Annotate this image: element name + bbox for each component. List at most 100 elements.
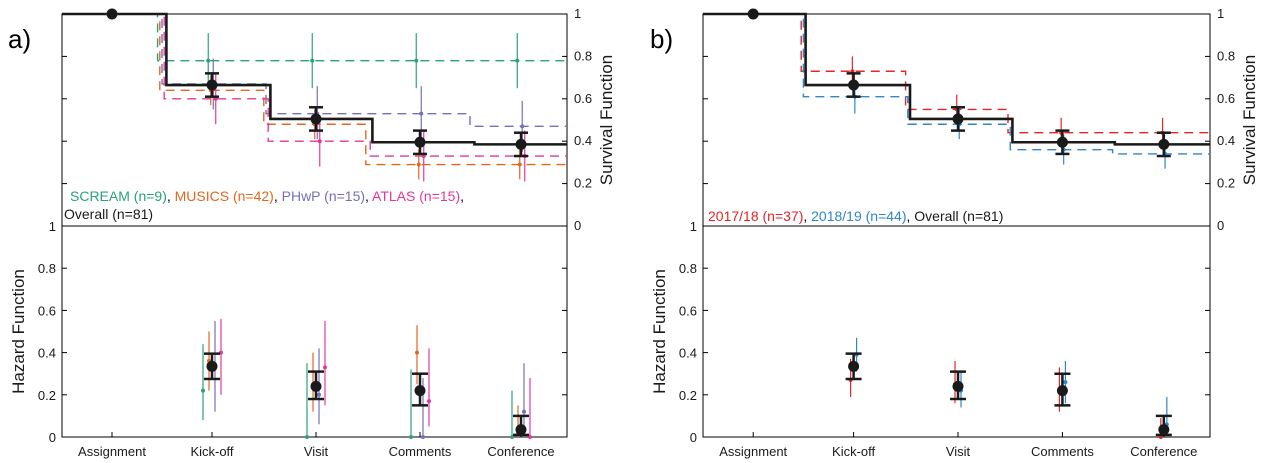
panel-a-hazard-ytick-label: 0.4 bbox=[38, 346, 56, 361]
panel-a-hazard-ytick-label: 0.8 bbox=[38, 261, 56, 276]
panel-b-legend-entry-y2018: 2018/19 (n=44) bbox=[811, 208, 906, 224]
panel-a-survival-point-scream bbox=[515, 58, 520, 63]
panel-b-hazard-ylabel: Hazard Function bbox=[650, 269, 669, 394]
panel-a-legend-separator: , bbox=[365, 188, 372, 204]
panel-a-xtick-label: Comments bbox=[389, 444, 452, 459]
panel-a-hazard-point-atlas bbox=[427, 399, 431, 404]
panel-a-legend-entry-musics: MUSICS (n=42) bbox=[175, 188, 274, 204]
panel-a-hazard-ytick-label: 0.6 bbox=[38, 303, 56, 318]
panel-a-hazard-point-phwp bbox=[317, 392, 321, 397]
panel-a-survival-line-phwp bbox=[62, 13, 567, 128]
panel-b-survival-point-overall bbox=[848, 79, 860, 91]
panel-b-hazard-point-overall bbox=[1056, 385, 1068, 397]
panel-b-survival-ytick-label: 0.6 bbox=[1217, 91, 1235, 106]
panel-a-survival-point-overall bbox=[310, 113, 322, 125]
panel-a-legend-separator: , bbox=[460, 188, 464, 204]
panel-a-xtick-label: Kick-off bbox=[190, 444, 233, 459]
panel-a-xtick-label: Conference bbox=[487, 444, 554, 459]
panel-b-legend-separator: , bbox=[803, 208, 811, 224]
panel-a-hazard-point-phwp bbox=[522, 409, 526, 414]
panel-a-legend-separator: , bbox=[167, 188, 175, 204]
panel-a-survival-point-musics bbox=[517, 162, 522, 167]
panel-a-survival-line-atlas bbox=[62, 13, 567, 157]
panel-a-xtick-label: Visit bbox=[304, 444, 329, 459]
panel-a-legend-separator: , bbox=[274, 188, 282, 204]
panel-a-hazard-frame bbox=[61, 225, 568, 438]
panel-b-legend-separator: , bbox=[907, 208, 915, 224]
panel-a-survival-point-phwp bbox=[419, 111, 424, 116]
panel-b-label: b) bbox=[650, 24, 673, 54]
panel-a-hazard-point-overall bbox=[414, 385, 426, 397]
panel-b-survival-ylabel: Survival Function bbox=[1240, 55, 1259, 185]
panel-a-survival-point-musics bbox=[416, 162, 421, 167]
panel-a-hazard-point-phwp bbox=[421, 435, 425, 439]
panel-b-survival-ytick-label: 0.4 bbox=[1217, 133, 1235, 148]
panel-b-hazard-ytick-label: 0 bbox=[690, 430, 697, 445]
panel-a-survival-ytick-label: 0.4 bbox=[574, 133, 592, 148]
panel-a-legend-line-1: SCREAM (n=9), MUSICS (n=42), PHwP (n=15)… bbox=[70, 188, 464, 204]
panel-a-survival-ytick-label: 0.8 bbox=[574, 48, 592, 63]
panel-a-hazard-point-overall bbox=[310, 380, 322, 392]
panel-a-hazard-point-musics bbox=[415, 350, 419, 355]
panel-a-survival-line-scream bbox=[62, 13, 567, 62]
panel-a-hazard-ytick-label: 1 bbox=[49, 219, 56, 234]
panel-a-legend-line-2: Overall (n=81) bbox=[64, 206, 153, 222]
panel-b-legend-entry-y2017: 2017/18 (n=37) bbox=[708, 208, 803, 224]
panel-b-survival-point-overall bbox=[747, 8, 759, 20]
panel-a-survival-ytick-label: 0.2 bbox=[574, 176, 592, 191]
panel-a-hazard-point-atlas bbox=[323, 365, 327, 370]
panel-b-legend-entry-overall: Overall (n=81) bbox=[914, 208, 1003, 224]
panel-a-hazard-ylabel: Hazard Function bbox=[9, 269, 28, 394]
panel-a-hazard-point-overall bbox=[515, 424, 527, 436]
panel-a-xtick-label: Assignment bbox=[78, 444, 146, 459]
panel-b-xtick-label: Assignment bbox=[719, 444, 787, 459]
panel-b-hazard-ytick-label: 0.8 bbox=[679, 261, 697, 276]
panel-a-legend-entry-phwp: PHwP (n=15) bbox=[282, 188, 365, 204]
panel-a-legend-entry-atlas: ATLAS (n=15) bbox=[372, 188, 460, 204]
panel-a-hazard-point-scream bbox=[409, 435, 413, 439]
panel-a-hazard-ytick-label: 0.2 bbox=[38, 388, 56, 403]
panel-b-xtick-label: Comments bbox=[1031, 444, 1094, 459]
panel-a-survival-ytick-label: 0.6 bbox=[574, 91, 592, 106]
panel-b-survival-ytick-label: 1 bbox=[1217, 6, 1224, 21]
panel-b-survival-ytick-label: 0.8 bbox=[1217, 48, 1235, 63]
panel-a-survival-point-overall bbox=[106, 8, 118, 20]
panel-b-survival-ytick-label: 0.2 bbox=[1217, 176, 1235, 191]
panel-a-survival-point-overall bbox=[515, 138, 527, 150]
panel-a-hazard-ytick-label: 0 bbox=[49, 430, 56, 445]
panel-a-hazard-point-scream bbox=[305, 435, 309, 439]
panel-a-survival-ylabel: Survival Function bbox=[597, 55, 616, 185]
panel-b-hazard-point-overall bbox=[848, 360, 860, 372]
panel-a-survival-point-scream bbox=[414, 58, 419, 63]
panel-b-survival-point-overall bbox=[1158, 138, 1170, 150]
panel-b-hazard-frame bbox=[702, 225, 1211, 438]
panel-a-survival-ytick-label: 0 bbox=[574, 218, 581, 233]
panel-a-survival-ytick-label: 1 bbox=[574, 6, 581, 21]
panel-a-survival-point-atlas bbox=[317, 139, 322, 144]
panel-b-hazard-point-y2018 bbox=[1063, 380, 1068, 385]
panel-b-survival-point-overall bbox=[1056, 136, 1068, 148]
panel-a-survival-point-phwp bbox=[520, 124, 525, 129]
panel-a-survival-point-scream bbox=[310, 58, 315, 63]
panel-a-hazard-point-scream bbox=[201, 388, 205, 393]
panel-a-survival-point-overall bbox=[206, 79, 218, 91]
panel-a-legend-entry-overall: Overall (n=81) bbox=[64, 206, 153, 222]
panel-b-xtick-label: Kick-off bbox=[832, 444, 875, 459]
panel-b-hazard-point-overall bbox=[1158, 424, 1170, 436]
panel-b-hazard-ytick-label: 0.2 bbox=[679, 388, 697, 403]
panel-a-hazard-point-overall bbox=[206, 360, 218, 372]
panel-b-hazard-ytick-label: 0.4 bbox=[679, 346, 697, 361]
panel-b-legend-line-1: 2017/18 (n=37), 2018/19 (n=44), Overall … bbox=[708, 208, 1003, 224]
panel-b-survival-ytick-label: 0 bbox=[1217, 218, 1224, 233]
panel-a-survival-point-scream bbox=[206, 58, 211, 63]
panel-a-legend-entry-scream: SCREAM (n=9) bbox=[70, 188, 167, 204]
panel-b-hazard-point-overall bbox=[952, 380, 964, 392]
panel-b-survival-line-y2018 bbox=[703, 13, 1210, 155]
panel-b-hazard-ytick-label: 0.6 bbox=[679, 303, 697, 318]
panel-b-xtick-label: Visit bbox=[946, 444, 971, 459]
panel-b-xtick-label: Conference bbox=[1130, 444, 1197, 459]
panel-a-survival-line-musics bbox=[62, 13, 567, 166]
panel-b-hazard-ytick-label: 1 bbox=[690, 219, 697, 234]
panel-a-label: a) bbox=[8, 24, 31, 54]
